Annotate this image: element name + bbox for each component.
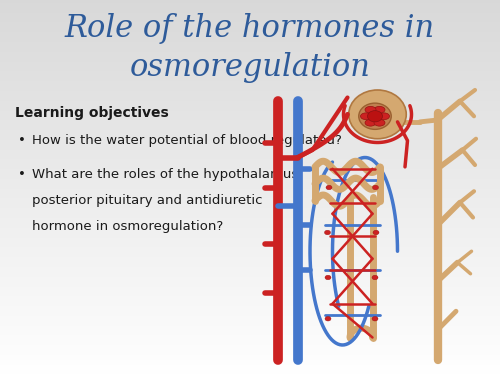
- Text: Role of the hormones in: Role of the hormones in: [65, 13, 435, 44]
- Text: How is the water potential of blood regulated?: How is the water potential of blood regu…: [32, 134, 343, 147]
- Ellipse shape: [359, 103, 391, 129]
- Circle shape: [326, 185, 332, 190]
- Text: posterior pituitary and antidiuretic: posterior pituitary and antidiuretic: [32, 194, 263, 207]
- Ellipse shape: [368, 111, 382, 122]
- Ellipse shape: [374, 106, 385, 113]
- Ellipse shape: [374, 119, 385, 126]
- Text: •: •: [18, 134, 25, 147]
- Text: hormone in osmoregulation?: hormone in osmoregulation?: [32, 220, 224, 233]
- Text: •: •: [18, 168, 25, 181]
- Circle shape: [372, 316, 378, 321]
- Ellipse shape: [360, 113, 372, 120]
- Circle shape: [372, 275, 378, 280]
- Ellipse shape: [378, 113, 390, 120]
- Circle shape: [325, 316, 331, 321]
- Ellipse shape: [349, 90, 406, 139]
- Ellipse shape: [365, 106, 376, 113]
- Ellipse shape: [365, 119, 376, 126]
- Circle shape: [372, 185, 378, 190]
- Circle shape: [325, 275, 331, 280]
- Circle shape: [324, 230, 330, 235]
- Text: What are the roles of the hypothalamus,: What are the roles of the hypothalamus,: [32, 168, 303, 181]
- Circle shape: [373, 230, 379, 235]
- Text: osmoregulation: osmoregulation: [130, 52, 370, 83]
- Text: Learning objectives: Learning objectives: [15, 105, 169, 120]
